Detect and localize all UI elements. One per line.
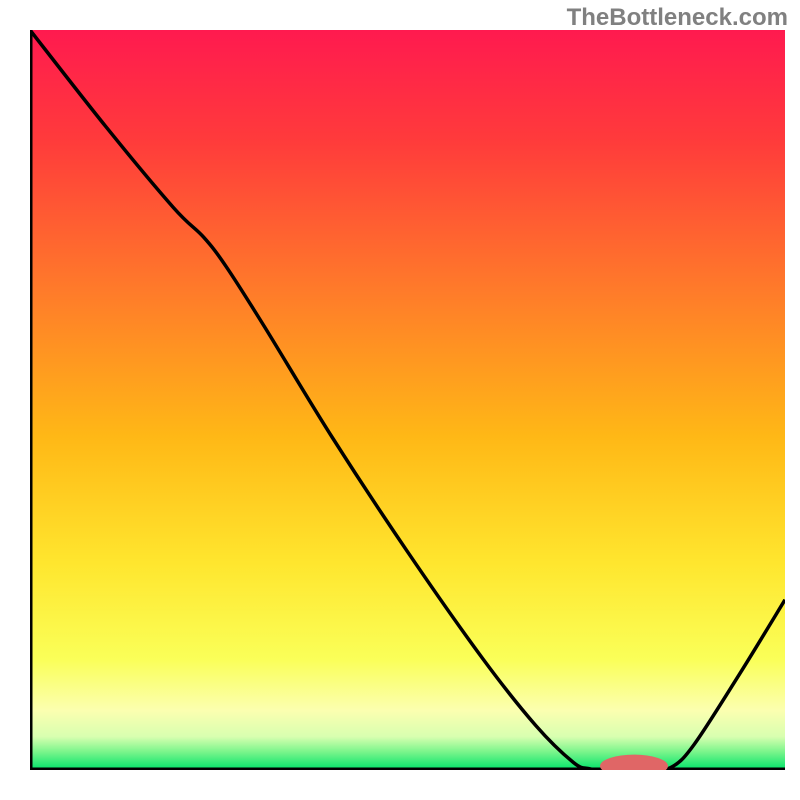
chart-container: { "watermark": "TheBottleneck.com", "cha… [0, 0, 800, 800]
watermark-text: TheBottleneck.com [567, 4, 788, 32]
chart-svg [30, 30, 785, 770]
gradient-background [30, 30, 785, 770]
